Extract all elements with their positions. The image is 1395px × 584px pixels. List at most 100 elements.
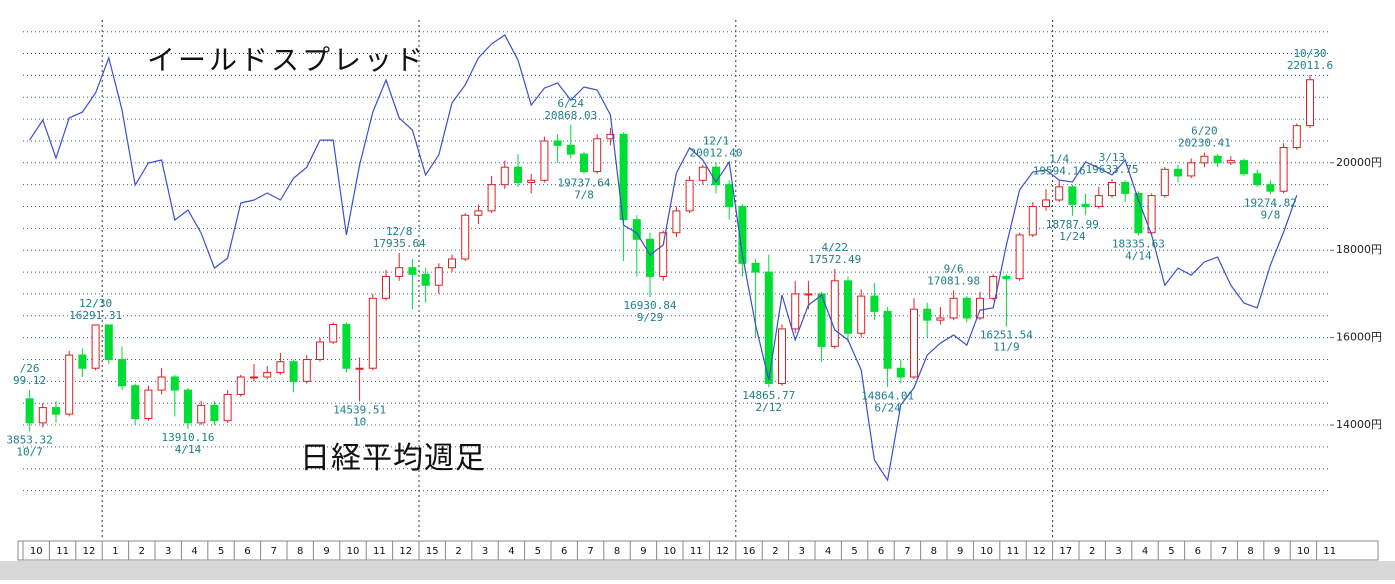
annotation-date: 4/22	[822, 241, 849, 254]
candle-body	[448, 258, 456, 269]
month-label: 12	[399, 546, 412, 557]
month-label: 2	[139, 546, 145, 557]
candle-body	[1147, 195, 1156, 234]
candle-body	[52, 407, 60, 415]
candle-body	[131, 385, 140, 419]
month-label: 2	[772, 546, 778, 557]
spread-line	[29, 34, 1298, 482]
candle-body	[1134, 192, 1143, 234]
month-label: 6	[244, 546, 250, 557]
candle-body	[368, 297, 377, 369]
month-label: 8	[614, 546, 620, 557]
candle-body	[382, 275, 390, 299]
candle-body	[1213, 155, 1222, 164]
annotation-date: 3/13	[1099, 151, 1126, 164]
candle-body	[606, 133, 615, 140]
annotation-date: 6/24	[874, 401, 901, 414]
annotation-date: 11/9	[993, 341, 1020, 354]
annotation-date: 2/12	[756, 401, 783, 414]
month-label: 12	[1033, 546, 1046, 557]
candle-body	[593, 138, 602, 173]
month-label: 10	[663, 546, 676, 557]
candle-body	[830, 280, 839, 347]
candle-body	[1292, 125, 1301, 149]
candle-body	[104, 324, 113, 360]
candle-body	[500, 166, 509, 186]
annotation-value: 19274.82	[1244, 197, 1297, 210]
annotation-date: 10/30	[1293, 47, 1326, 60]
annotation-date: 7/8	[574, 188, 594, 201]
month-label: 11	[1007, 546, 1020, 557]
candle-body	[1055, 186, 1064, 201]
candle-body	[250, 376, 258, 379]
candle-body	[619, 133, 628, 221]
chart-title: イールドスプレッド	[147, 44, 426, 77]
annotation-date: 1/24	[1059, 230, 1086, 243]
month-label: 3	[1115, 546, 1121, 557]
month-label: 8	[297, 546, 303, 557]
annotation-date: 9/29	[637, 311, 664, 324]
candle-body	[936, 317, 945, 321]
annotation-value: 19633.75	[1086, 163, 1139, 176]
bottom-bar	[0, 561, 1395, 580]
annotation-value: 16251.54	[980, 329, 1033, 342]
month-label: 10	[347, 546, 360, 557]
annotation-date: 9/8	[1260, 209, 1280, 222]
annotation-value: 19737.64	[558, 176, 611, 189]
month-label: 11	[690, 546, 703, 557]
annotation-date: /26	[20, 362, 40, 375]
candle-body	[1279, 147, 1288, 192]
annotation-value: 20868.03	[544, 109, 597, 122]
month-label: 7	[587, 546, 593, 557]
candle-body	[632, 219, 641, 240]
month-label: 5	[851, 546, 857, 557]
annotation-date: 10	[353, 415, 366, 428]
month-label: 12	[716, 546, 729, 557]
candle-body	[355, 367, 364, 370]
month-label: 4	[508, 546, 514, 557]
candle-body	[461, 214, 470, 260]
month-label: 6	[1195, 546, 1201, 557]
candle-body	[25, 398, 34, 424]
candle-body	[725, 184, 734, 208]
candle-body	[857, 295, 866, 334]
candle-body	[1015, 234, 1024, 280]
annotation-value: 17572.49	[808, 253, 861, 266]
candle-body	[976, 297, 984, 319]
month-label: 11	[373, 546, 386, 557]
annotation-date: 12/30	[79, 297, 112, 310]
month-label: 7	[1221, 546, 1227, 557]
month-label: 4	[825, 546, 831, 557]
candle-body	[566, 144, 575, 155]
candle-body	[289, 361, 298, 382]
annotation-value: 13910.16	[162, 431, 215, 444]
annotation-date: 12/1	[703, 134, 730, 147]
candle-body	[778, 328, 786, 385]
month-label: 6	[878, 546, 884, 557]
month-label: 2	[455, 546, 461, 557]
candle-body	[408, 267, 417, 275]
candle-body	[487, 184, 496, 212]
candle-body	[923, 308, 932, 321]
month-label: 7	[904, 546, 910, 557]
month-label: 4	[1142, 546, 1148, 557]
candle-body	[672, 210, 681, 234]
candle-body	[1068, 186, 1077, 205]
annotation-date: 6/24	[558, 97, 585, 110]
annotation-date: 1/4	[1049, 153, 1069, 166]
candle-body	[1174, 168, 1182, 177]
candle-body	[817, 293, 826, 347]
candle-body	[474, 210, 483, 216]
candle-body	[698, 166, 707, 181]
annotation-value: 3853.32	[6, 433, 52, 446]
annotation-date: 4/14	[175, 443, 202, 456]
candle-body	[1094, 195, 1103, 208]
candle-body	[751, 262, 760, 273]
candle-body	[421, 273, 430, 286]
month-label: 9	[1274, 546, 1280, 557]
candle-body	[38, 407, 47, 424]
labels: 14000円16000円18000円20000円/2699.123853.321…	[6, 47, 1382, 459]
candle-body	[1306, 79, 1314, 127]
